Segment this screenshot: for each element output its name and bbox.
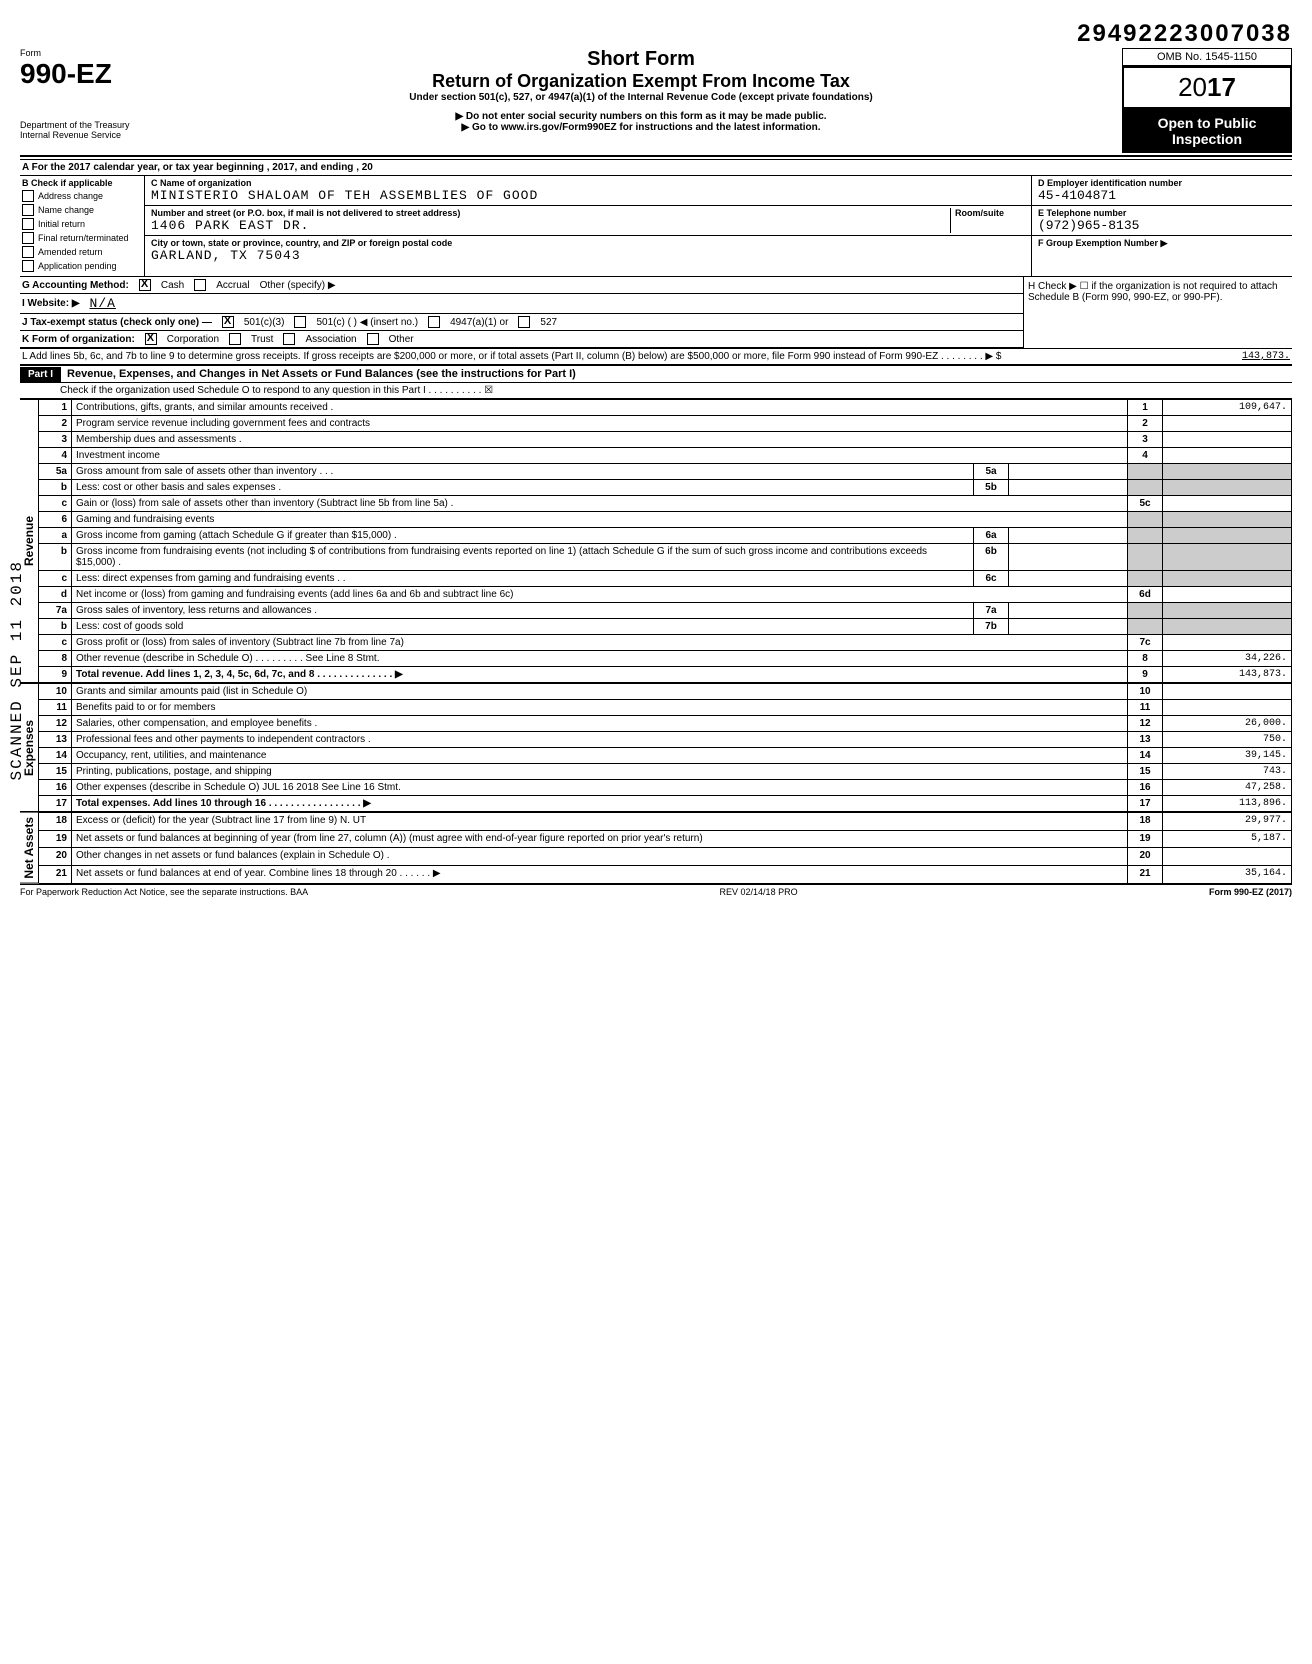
check-501c[interactable] [294, 316, 306, 328]
revenue-vlabel: Revenue [20, 399, 39, 683]
open-public-badge: Open to Public Inspection [1122, 109, 1292, 153]
check-trust[interactable] [229, 333, 241, 345]
line-2: 2Program service revenue including gover… [39, 416, 1292, 432]
line-20: 20Other changes in net assets or fund ba… [39, 848, 1292, 866]
column-c-org-info: C Name of organization MINISTERIO SHALOA… [145, 176, 1032, 276]
d-ein-label: D Employer identification number [1038, 178, 1286, 188]
line-16: 16Other expenses (describe in Schedule O… [39, 780, 1292, 796]
line-5c: cGain or (loss) from sale of assets othe… [39, 496, 1292, 512]
line-12: 12Salaries, other compensation, and empl… [39, 716, 1292, 732]
check-cash[interactable] [139, 279, 151, 291]
website-value: N/A [90, 296, 116, 311]
return-title: Return of Organization Exempt From Incom… [170, 71, 1112, 92]
line-15: 15Printing, publications, postage, and s… [39, 764, 1292, 780]
form-number-box: Form 990-EZ Department of the Treasury I… [20, 48, 160, 140]
line-5b: bLess: cost or other basis and sales exp… [39, 480, 1292, 496]
netassets-table: 18Excess or (deficit) for the year (Subt… [39, 812, 1292, 884]
check-name-change[interactable]: Name change [22, 204, 142, 216]
line-8: 8Other revenue (describe in Schedule O) … [39, 651, 1292, 667]
footer-paperwork: For Paperwork Reduction Act Notice, see … [20, 887, 308, 897]
line-k-form-org: K Form of organization: Corporation Trus… [20, 331, 1023, 348]
short-form-title: Short Form [170, 48, 1112, 71]
omb-number: OMB No. 1545-1150 [1122, 48, 1292, 66]
org-street: 1406 PARK EAST DR. [151, 218, 950, 233]
check-address-change[interactable]: Address change [22, 190, 142, 202]
expenses-table: 10Grants and similar amounts paid (list … [39, 683, 1292, 812]
e-phone-label: E Telephone number [1038, 208, 1286, 218]
line-l-gross-receipts: L Add lines 5b, 6c, and 7b to line 9 to … [20, 348, 1292, 365]
check-corporation[interactable] [145, 333, 157, 345]
line-7c: cGross profit or (loss) from sales of in… [39, 635, 1292, 651]
line-7a: 7aGross sales of inventory, less returns… [39, 603, 1292, 619]
check-final-return[interactable]: Final return/terminated [22, 232, 142, 244]
column-b-checkboxes: B Check if applicable Address change Nam… [20, 176, 145, 276]
footer-rev: REV 02/14/18 PRO [720, 887, 798, 897]
line-6a: aGross income from gaming (attach Schedu… [39, 528, 1292, 544]
tax-year: 20201717 [1122, 66, 1292, 109]
line-i-website: I Website: ▶ N/A [20, 294, 1023, 314]
gross-receipts-value: 143,873. [1170, 351, 1290, 362]
check-application-pending[interactable]: Application pending [22, 260, 142, 272]
part1-header-row: Part I Revenue, Expenses, and Changes in… [20, 365, 1292, 383]
check-association[interactable] [283, 333, 295, 345]
c-name-label: C Name of organization [151, 178, 1025, 188]
ein-value: 45-4104871 [1038, 188, 1286, 203]
line-19: 19Net assets or fund balances at beginni… [39, 830, 1292, 848]
check-initial-return[interactable]: Initial return [22, 218, 142, 230]
line-a-tax-year: A For the 2017 calendar year, or tax yea… [20, 159, 1292, 176]
netassets-vlabel: Net Assets [20, 812, 39, 884]
c-city-label: City or town, state or province, country… [151, 238, 1025, 248]
check-4947[interactable] [428, 316, 440, 328]
line-18: 18Excess or (deficit) for the year (Subt… [39, 813, 1292, 831]
org-name: MINISTERIO SHALOAM OF TEH ASSEMBLIES OF … [151, 188, 1025, 203]
line-10: 10Grants and similar amounts paid (list … [39, 684, 1292, 700]
check-527[interactable] [518, 316, 530, 328]
check-amended-return[interactable]: Amended return [22, 246, 142, 258]
column-right-ids: D Employer identification number 45-4104… [1032, 176, 1292, 276]
line-5a: 5aGross amount from sale of assets other… [39, 464, 1292, 480]
under-section: Under section 501(c), 527, or 4947(a)(1)… [170, 92, 1112, 103]
line-11: 11Benefits paid to or for members11 [39, 700, 1292, 716]
line-4: 4Investment income4 [39, 448, 1292, 464]
line-3: 3Membership dues and assessments .3 [39, 432, 1292, 448]
check-accrual[interactable] [194, 279, 206, 291]
check-other-org[interactable] [367, 333, 379, 345]
part1-title: Revenue, Expenses, and Changes in Net As… [61, 366, 582, 382]
line-j-tax-status: J Tax-exempt status (check only one) — 5… [20, 314, 1023, 331]
line-6c: cLess: direct expenses from gaming and f… [39, 571, 1292, 587]
line-6b: bGross income from fundraising events (n… [39, 544, 1292, 571]
check-501c3[interactable] [222, 316, 234, 328]
line-21: 21Net assets or fund balances at end of … [39, 865, 1292, 883]
phone-value: (972)965-8135 [1038, 218, 1286, 233]
line-1: 1Contributions, gifts, grants, and simil… [39, 400, 1292, 416]
line-6d: dNet income or (loss) from gaming and fu… [39, 587, 1292, 603]
line-9: 9Total revenue. Add lines 1, 2, 3, 4, 5c… [39, 667, 1292, 683]
expenses-vlabel: Expenses [20, 683, 39, 812]
line-6: 6Gaming and fundraising events [39, 512, 1292, 528]
no-ssn-note: ▶ Do not enter social security numbers o… [170, 111, 1112, 122]
line-h-schedule-b: H Check ▶ ☐ if the organization is not r… [1023, 277, 1292, 348]
part1-check-o: Check if the organization used Schedule … [20, 383, 1292, 399]
f-group-label: F Group Exemption Number ▶ [1038, 238, 1286, 249]
form-number: 990-EZ [20, 58, 160, 90]
line-14: 14Occupancy, rent, utilities, and mainte… [39, 748, 1292, 764]
header-info-block: B Check if applicable Address change Nam… [20, 176, 1292, 277]
footer-form: Form 990-EZ (2017) [1209, 887, 1292, 897]
line-17: 17Total expenses. Add lines 10 through 1… [39, 796, 1292, 812]
line-g-accounting: G Accounting Method: Cash Accrual Other … [20, 277, 1023, 294]
c-addr-label: Number and street (or P.O. box, if mail … [151, 208, 950, 218]
b-label: B Check if applicable [22, 178, 142, 188]
dln: 29492223007038 [20, 20, 1292, 48]
org-city: GARLAND, TX 75043 [151, 248, 1025, 263]
line-13: 13Professional fees and other payments t… [39, 732, 1292, 748]
dept-treasury: Department of the Treasury Internal Reve… [20, 120, 160, 140]
revenue-table: 1Contributions, gifts, grants, and simil… [39, 399, 1292, 683]
room-suite-label: Room/suite [955, 208, 1025, 218]
part1-label: Part I [20, 367, 61, 382]
goto-note: ▶ Go to www.irs.gov/Form990EZ for instru… [170, 122, 1112, 133]
line-7b: bLess: cost of goods sold7b [39, 619, 1292, 635]
page-footer: For Paperwork Reduction Act Notice, see … [20, 884, 1292, 897]
